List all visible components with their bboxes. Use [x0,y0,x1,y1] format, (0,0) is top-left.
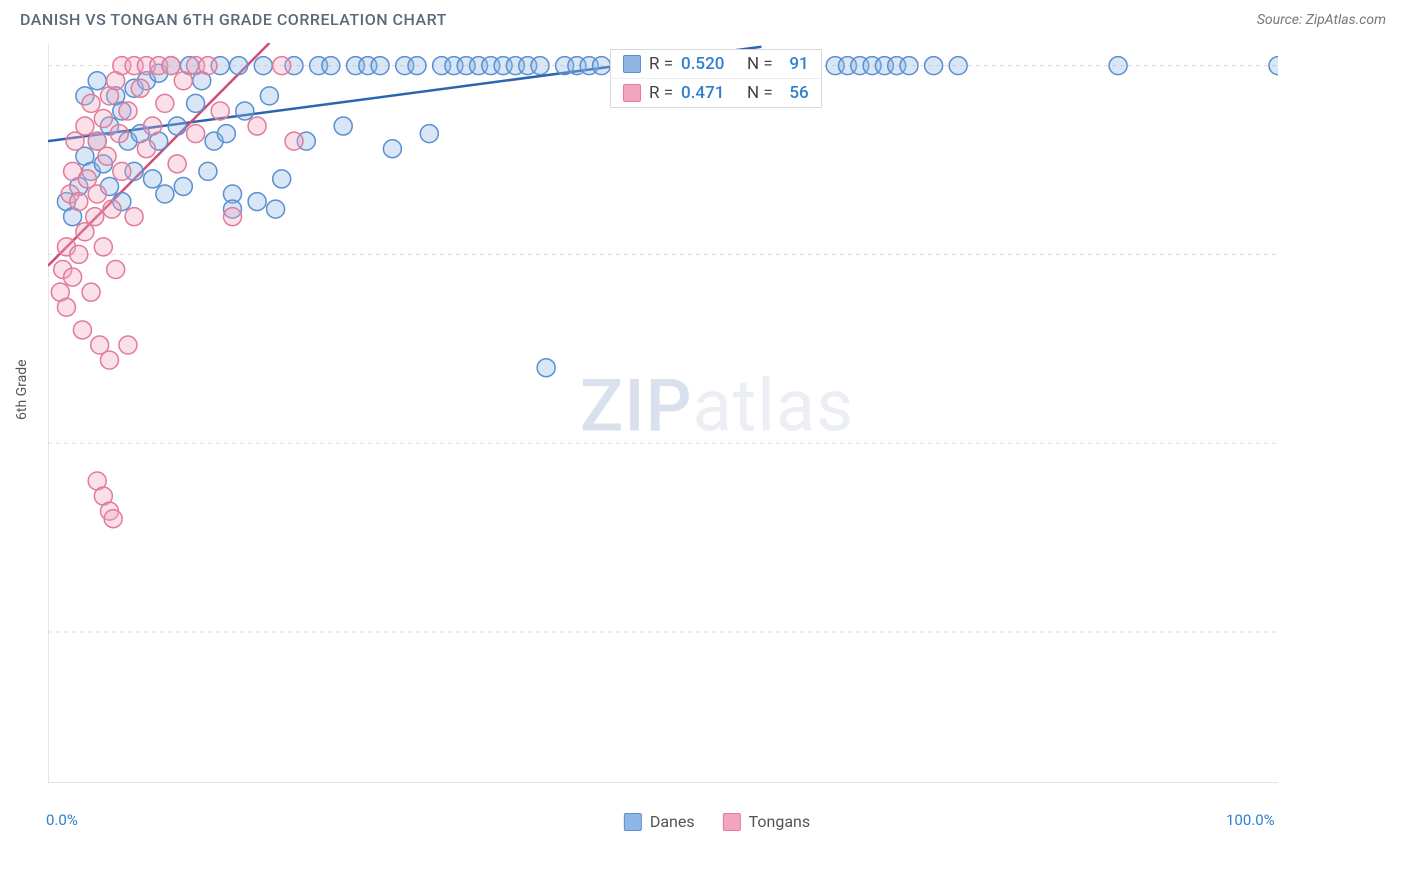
data-point [98,147,116,165]
data-point [113,162,131,180]
series-swatch [623,84,641,102]
data-point [110,125,128,143]
data-point [119,336,137,354]
data-point [267,200,285,218]
data-point [162,57,180,75]
y-tick-label: 97.5% [1396,245,1406,263]
data-point [537,359,555,377]
n-label: N = [747,54,773,74]
x-tick-label: 0.0% [46,811,78,829]
y-tick-label: 92.5% [1396,623,1406,641]
data-point [168,155,186,173]
data-point [168,117,186,135]
series-swatch [623,55,641,73]
data-point [371,57,389,75]
data-point [131,79,149,97]
data-point [236,102,254,120]
data-point [88,185,106,203]
data-point [285,132,303,150]
stats-row: R = 0.471 N = 56 [611,78,821,107]
data-point [230,57,248,75]
data-point [144,170,162,188]
data-point [137,140,155,158]
legend-swatch [624,813,642,831]
data-point [107,261,125,279]
r-label: R = [649,54,673,74]
scatter-plot [48,43,1278,783]
data-point [273,170,291,188]
data-point [88,72,106,90]
stats-row: R = 0.520 N = 91 [611,50,821,78]
data-point [199,162,217,180]
data-point [383,140,401,158]
y-tick-label: 95.0% [1396,434,1406,452]
data-point [408,57,426,75]
data-point [101,351,119,369]
data-point [103,200,121,218]
data-point [86,208,104,226]
data-point [334,117,352,135]
data-point [187,125,205,143]
bottom-legend: Danes Tongans [624,812,810,831]
data-point [322,57,340,75]
legend-label: Danes [650,812,695,831]
legend-item: Danes [624,812,695,831]
data-point [273,57,291,75]
data-point [57,298,75,316]
legend-label: Tongans [749,812,811,831]
n-value: 91 [781,54,809,74]
data-point [925,57,943,75]
n-label: N = [747,83,773,103]
data-point [199,57,217,75]
legend-swatch [723,813,741,831]
r-label: R = [649,83,673,103]
y-tick-label: 100.0% [1396,57,1406,75]
data-point [125,208,143,226]
data-point [73,321,91,339]
data-point [156,94,174,112]
data-point [217,125,235,143]
data-point [104,510,122,528]
data-point [64,268,82,286]
data-point [70,245,88,263]
data-point [174,177,192,195]
data-point [248,117,266,135]
legend-item: Tongans [723,812,811,831]
data-point [156,185,174,203]
data-point [260,87,278,105]
x-tick-label: 100.0% [1226,811,1275,829]
data-point [254,57,272,75]
n-value: 56 [781,83,809,103]
data-point [949,57,967,75]
data-point [119,102,137,120]
y-axis-label: 6th Grade [14,359,30,420]
r-value: 0.520 [681,54,739,74]
r-value: 0.471 [681,83,739,103]
data-point [900,57,918,75]
data-point [174,72,192,90]
data-point [70,193,88,211]
data-point [76,117,94,135]
data-point [224,208,242,226]
data-point [248,193,266,211]
data-point [94,110,112,128]
chart-title: DANISH VS TONGAN 6TH GRADE CORRELATION C… [20,10,447,29]
data-point [82,283,100,301]
source-attribution: Source: ZipAtlas.com [1257,12,1386,28]
stats-legend-box: R = 0.520 N = 91 R = 0.471 N = 56 [610,49,822,108]
data-point [531,57,549,75]
data-point [420,125,438,143]
data-point [144,117,162,135]
chart-container: ZIPatlas R =0.520N =91R =0.471N =56 Dane… [48,43,1386,783]
data-point [1109,57,1127,75]
data-point [94,238,112,256]
data-point [82,94,100,112]
data-point [593,57,611,75]
data-point [187,94,205,112]
data-point [211,102,229,120]
